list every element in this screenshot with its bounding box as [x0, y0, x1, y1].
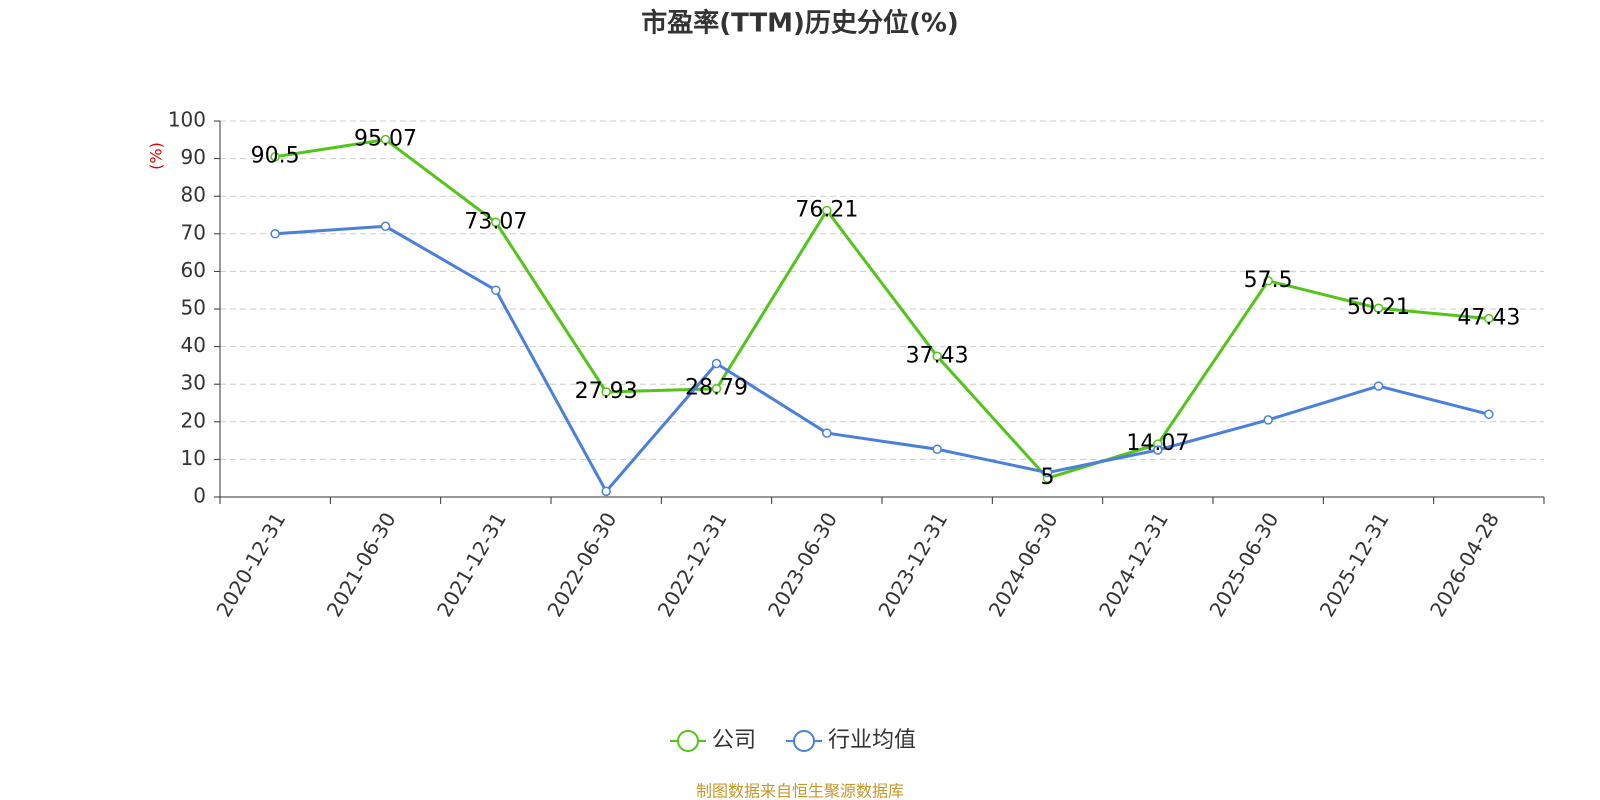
legend-marker [677, 730, 699, 752]
x-tick-label: 2024-06-30 [984, 508, 1063, 621]
y-tick-label: 10 [181, 446, 206, 470]
data-point [1373, 381, 1384, 391]
legend-marker [793, 730, 815, 752]
data-label: 57.5 [1244, 268, 1293, 293]
data-label: 50.21 [1347, 295, 1410, 320]
data-label: 27.93 [575, 379, 638, 404]
data-label: 37.43 [906, 343, 969, 368]
y-tick-label: 20 [181, 408, 206, 432]
y-tick-label: 50 [181, 296, 206, 320]
series-line [275, 224, 1490, 494]
data-point [1484, 409, 1494, 420]
data-point [1153, 445, 1163, 455]
x-tick-label: 2025-12-31 [1315, 508, 1394, 621]
x-tick-label: 2026-04-28 [1425, 508, 1504, 621]
data-point [822, 428, 832, 438]
x-tick-label: 2022-06-30 [542, 508, 621, 621]
data-point [380, 221, 391, 232]
x-tick-label: 2023-06-30 [763, 508, 842, 621]
data-label: 73.07 [464, 209, 527, 234]
y-tick-label: 60 [181, 258, 206, 282]
series-line [274, 137, 1489, 480]
data-point [1263, 276, 1273, 286]
data-label: 95.07 [354, 127, 417, 152]
legend-label: 公司 [712, 728, 756, 753]
x-tick-label: 2023-12-31 [873, 508, 952, 621]
source-note: 制图数据来自恒生聚源数据库 [696, 782, 904, 800]
x-tick-label: 2024-12-31 [1094, 508, 1173, 621]
data-point [711, 383, 722, 394]
x-tick-label: 2022-12-31 [653, 508, 732, 621]
data-point [1263, 415, 1273, 425]
data-label: 14.07 [1126, 431, 1189, 456]
data-point [601, 486, 611, 497]
data-point [270, 151, 280, 162]
data-label: 5 [1041, 465, 1055, 490]
y-axis-label: (%) [147, 142, 166, 170]
y-tick-label: 90 [181, 145, 206, 169]
y-tick-label: 0 [193, 484, 206, 508]
x-tick-label: 2020-12-31 [211, 508, 290, 621]
data-point [932, 444, 942, 454]
data-label: 90.5 [251, 144, 300, 169]
data-point [601, 387, 611, 397]
y-tick-label: 40 [181, 333, 206, 357]
x-tick-label: 2021-12-31 [432, 508, 511, 621]
data-label: 47.43 [1457, 306, 1520, 331]
data-point [1042, 467, 1053, 478]
y-tick-label: 70 [181, 220, 206, 244]
data-label: 76.21 [795, 197, 858, 222]
data-point [1484, 313, 1494, 324]
data-label: 28.79 [685, 376, 748, 401]
y-tick-label: 30 [181, 371, 206, 395]
data-point [491, 285, 501, 295]
data-point [270, 229, 280, 239]
data-point [711, 358, 722, 369]
y-tick-label: 80 [181, 183, 206, 207]
x-tick-label: 2025-06-30 [1204, 508, 1283, 621]
data-point [491, 217, 501, 228]
data-point [380, 134, 391, 145]
data-point [932, 351, 942, 362]
y-tick-label: 100 [168, 108, 206, 132]
data-point [822, 205, 832, 216]
data-point [1373, 303, 1384, 313]
x-tick-label: 2021-06-30 [322, 508, 401, 621]
legend-label: 行业均值 [828, 728, 916, 753]
chart-title: 市盈率(TTM)历史分位(%) [641, 8, 959, 39]
